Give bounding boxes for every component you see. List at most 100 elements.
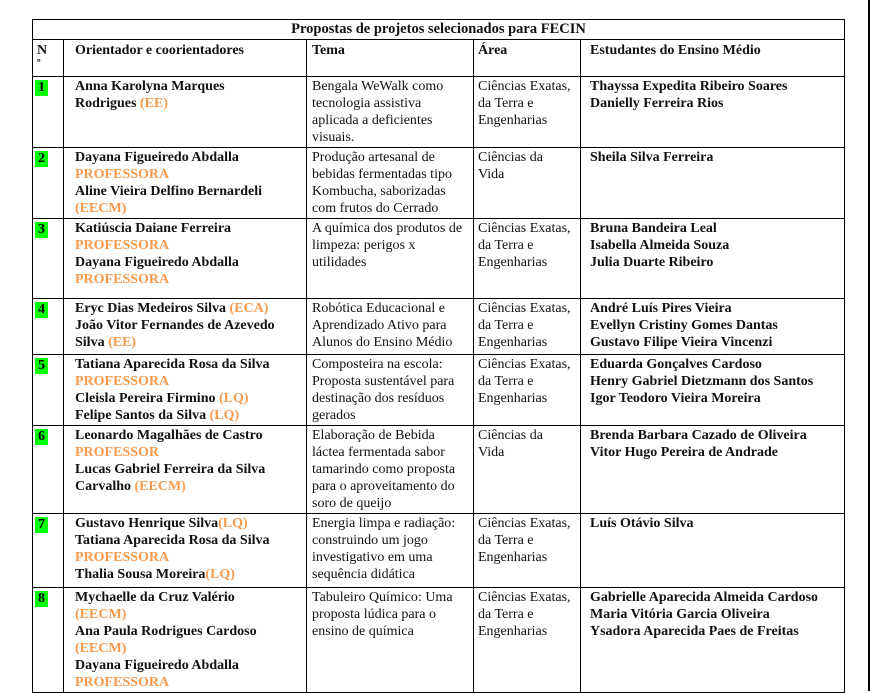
header-tema: Tema [306,39,474,77]
estudantes-cell: André Luís Pires Vieira Evellyn Cristiny … [579,298,846,355]
orientador-line: (EECM) [75,200,302,217]
estudante-name: Igor Teodoro Vieira Moreira [590,391,761,406]
area-line: Engenharias [478,335,548,350]
area-cell: Ciências Exatas, da Terra e Engenharias [473,76,581,148]
header-num-sub: º [37,57,41,69]
orientador-name: Ana Paula Rodrigues Cardoso [75,624,257,639]
row-number-cell: 6 [32,425,64,514]
area-line: Vida [478,445,505,460]
tema-cell: Tabuleiro Químico: Uma proposta lúdica p… [306,587,474,693]
table-body: 1 Anna Karolyna Marques Rodrigues (EE) Beng… [32,76,846,693]
orientador-name: Aline Vieira Delfino Bernardeli [75,184,263,199]
estudante-name: Bruna Bandeira Leal [590,221,717,236]
area-line: Engenharias [478,624,548,639]
estudante-name: Gabrielle Aparecida Almeida Cardoso [590,590,819,605]
area-line: da Terra e [478,533,534,548]
orientador-role-tag: PROFESSORA [75,550,170,565]
table-head: Propostas de projetos selecionados para … [31,19,846,77]
orientador-line: PROFESSORA [75,237,302,254]
area-line: Ciências Exatas, [478,357,571,372]
area-line: da Terra e [478,318,534,333]
table-row: 1 Anna Karolyna Marques Rodrigues (EE) Beng… [32,76,846,148]
row-number-badge: 5 [35,358,48,374]
area-line: Ciências Exatas, [478,301,571,316]
orientador-line: Cleisla Pereira Firmino (LQ) [75,390,302,407]
orientador-name: Silva [75,335,109,350]
orientador-line: PROFESSORA [75,271,302,288]
area-cell: Ciências Exatas, da Terra e Engenharias [473,513,581,588]
estudante-name: Isabella Almeida Souza [590,238,730,253]
estudante-name: Julia Duarte Ribeiro [590,255,714,270]
orientador-role-tag: (EECM) [75,607,127,622]
orientador-name: Gustavo Henrique Silva [75,516,219,531]
orientador-name: Katiúscia Daiane Ferreira [75,221,232,236]
tema-cell: Energia limpa e radiação: construindo um… [306,513,474,588]
table-row: 2 Dayana Figueiredo Abdalla PROFESSORA Alin… [32,147,846,219]
header-area: Área [473,39,581,77]
tema-cell: Bengala WeWalk como tecnologia assistiva… [306,76,474,148]
estudantes-cell: Bruna Bandeira Leal Isabella Almeida Souz… [579,218,846,299]
orientador-role-tag: (EECM) [75,201,127,216]
area-cell: Ciências da Vida [473,425,581,514]
orientador-line: Katiúscia Daiane Ferreira [75,220,302,237]
area-line: Ciências Exatas, [478,221,571,236]
orientador-name: Mychaelle da Cruz Valério [75,590,235,605]
estudantes-cell: Eduarda Gonçalves Cardoso Henry Gabriel D… [579,354,846,426]
row-number-badge: 7 [35,517,48,533]
orientador-name: Anna Karolyna Marques [75,79,225,94]
area-line: Engenharias [478,255,548,270]
row-number-cell: 3 [32,218,64,299]
orientador-name: João Vitor Fernandes de Azevedo [75,318,275,333]
orientadores-cell: Leonardo Magalhães de Castro PROFESSOR Luc… [63,425,307,514]
orientador-role-tag: (LQ) [209,408,240,423]
orientador-role-tag: PROFESSORA [75,167,170,182]
orientador-line: Mychaelle da Cruz Valério [75,589,302,606]
header-orientador: Orientador e coorientadores [63,39,307,77]
orientadores-cell: Katiúscia Daiane Ferreira PROFESSORA Dayan… [63,218,307,299]
estudantes-cell: Sheila Silva Ferreira [579,147,846,219]
orientador-line: PROFESSORA [75,373,302,390]
area-line: Vida [478,167,505,182]
row-number-badge: 4 [35,302,48,318]
page-edge-line [868,0,870,691]
orientador-line: PROFESSORA [75,549,302,566]
orientador-role-tag: PROFESSORA [75,675,170,690]
estudante-name: Eduarda Gonçalves Cardoso [590,357,762,372]
table-row: 5 Tatiana Aparecida Rosa da Silva PROFESSO… [32,354,846,426]
area-line: Ciências Exatas, [478,79,571,94]
row-number-cell: 7 [32,513,64,588]
orientadores-cell: Dayana Figueiredo Abdalla PROFESSORA Aline… [63,147,307,219]
estudante-name: Sheila Silva Ferreira [590,150,714,165]
estudante-name: Vitor Hugo Pereira de Andrade [590,445,778,460]
tema-cell: Produção artesanal de bebidas fermentada… [306,147,474,219]
header-estudantes: Estudantes do Ensino Médio [579,39,846,77]
row-number-cell: 8 [32,587,64,693]
orientador-line: Gustavo Henrique Silva(LQ) [75,515,302,532]
area-cell: Ciências Exatas, da Terra e Engenharias [473,298,581,355]
orientador-line: (EECM) [75,640,302,657]
orientador-line: Ana Paula Rodrigues Cardoso [75,623,302,640]
orientador-role-tag: (LQ) [218,391,249,406]
estudantes-cell: Thayssa Expedita Ribeiro Soares Danielly … [579,76,846,148]
orientador-line: Anna Karolyna Marques [75,78,302,95]
orientador-line: Carvalho (EECM) [75,478,302,495]
orientador-line: Dayana Figueiredo Abdalla [75,149,302,166]
orientador-line: João Vitor Fernandes de Azevedo [75,317,302,334]
orientador-role-tag: (EECM) [134,479,186,494]
orientador-name: Tatiana Aparecida Rosa da Silva [75,357,270,372]
orientador-name: Thalia Sousa Moreira [75,567,206,582]
orientador-role-tag: (EE) [139,96,168,111]
area-line: Ciências Exatas, [478,590,571,605]
estudante-name: Thayssa Expedita Ribeiro Soares [590,79,788,94]
table-row: 4 Eryc Dias Medeiros Silva (ECA) João Vito… [32,298,846,355]
area-line: Engenharias [478,391,548,406]
orientador-role-tag: PROFESSORA [75,272,170,287]
orientador-line: Aline Vieira Delfino Bernardeli [75,183,302,200]
orientador-line: PROFESSORA [75,674,302,691]
orientador-name: Rodrigues [75,96,140,111]
table-row: 8 Mychaelle da Cruz Valério (EECM) Ana Paul… [32,587,846,693]
row-number-cell: 1 [32,76,64,148]
tema-cell: Composteira na escola: Proposta sustentá… [306,354,474,426]
